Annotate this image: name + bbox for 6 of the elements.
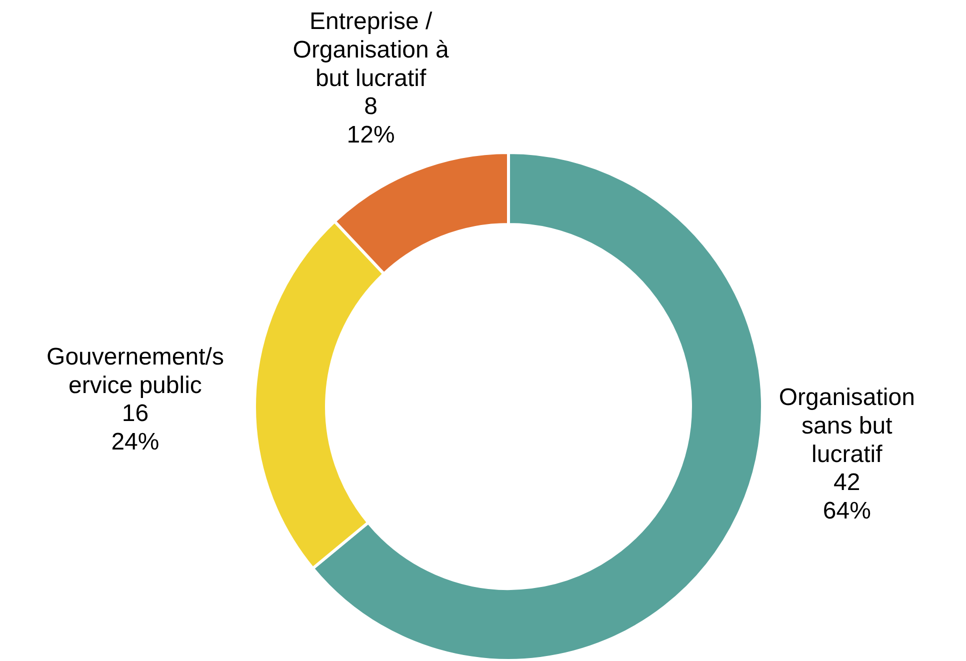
slice-label: Organisation sans but lucratif	[778, 384, 915, 468]
data-label: 8 12%	[346, 93, 395, 148]
slice-label: Gouvernement/service public	[46, 343, 224, 399]
data-label: 16 24%	[111, 400, 160, 456]
data-label: 42 64%	[822, 469, 871, 524]
slice-label: Entreprise / Organisation à but lucratif	[292, 8, 450, 92]
